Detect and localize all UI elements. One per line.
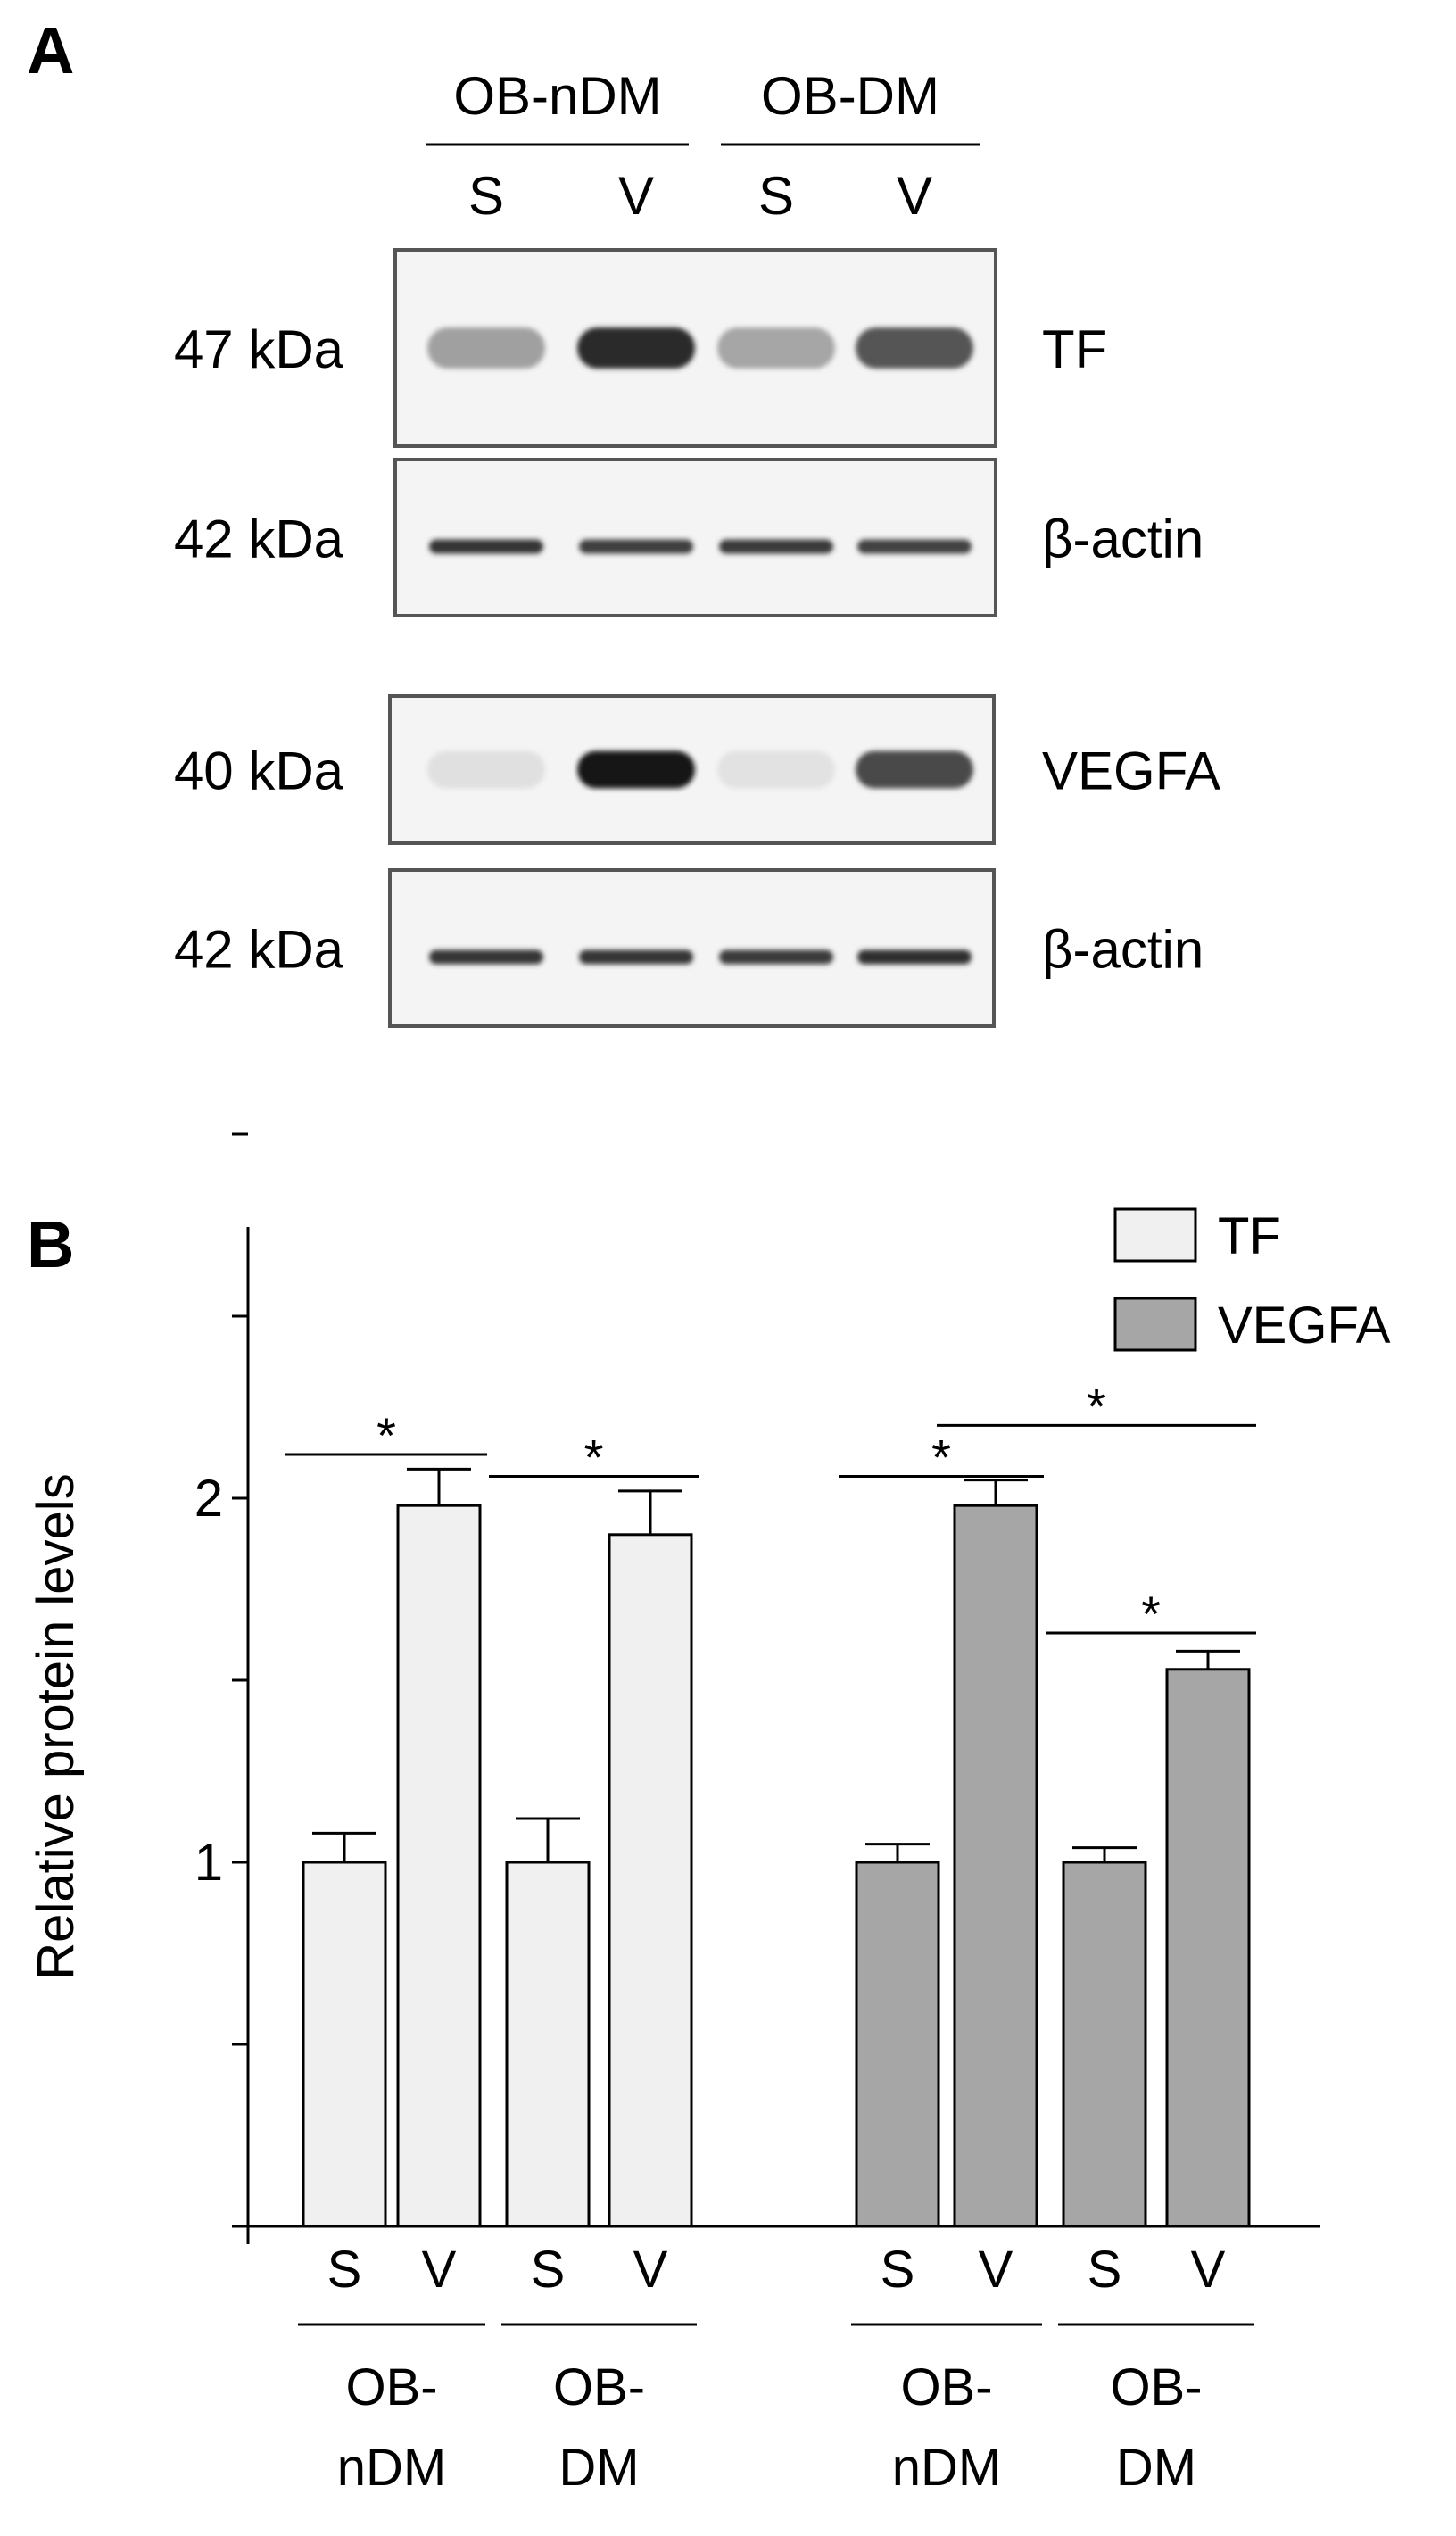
- bar-label: V: [1191, 2241, 1226, 2299]
- bar: [1165, 1668, 1251, 2228]
- band: [427, 750, 545, 789]
- bar-label: V: [633, 2241, 668, 2299]
- protein-label: VEGFA: [1042, 742, 1220, 801]
- band: [429, 949, 543, 965]
- bar: [855, 1861, 940, 2228]
- legend: TF VEGFA: [1113, 1207, 1391, 1355]
- bar-label: V: [979, 2241, 1013, 2299]
- bar: [396, 1504, 482, 2228]
- significance-star: *: [584, 1430, 604, 1486]
- lane-label: S: [758, 166, 794, 226]
- band: [857, 539, 972, 554]
- blot-frame: [388, 868, 996, 1028]
- band: [577, 327, 695, 369]
- western-blots: 47 kDa TF 42 kDa β-actin 40 kDa VEGFA 42 kDa β-…: [174, 248, 1220, 1028]
- group-label: OB-DM: [761, 66, 939, 126]
- group-label-line1: OB-: [900, 2358, 992, 2416]
- protein-label: TF: [1042, 319, 1107, 379]
- legend-swatch: [1113, 1207, 1197, 1263]
- legend-swatch: [1113, 1297, 1197, 1352]
- bar: [302, 1861, 387, 2228]
- significance-star: *: [931, 1430, 951, 1486]
- bar-label: V: [422, 2241, 457, 2299]
- legend-label: VEGFA: [1218, 1297, 1391, 1355]
- band: [577, 750, 695, 789]
- bar-label: S: [1088, 2241, 1122, 2299]
- group-label-line1: OB-: [553, 2358, 645, 2416]
- blot-lane-headers: OB-nDM S V OB-DM S V: [426, 66, 980, 226]
- bar-chart: 1 2 Relative protein levels S V S V S V S V OB-nDM O…: [27, 1132, 1391, 2497]
- band: [429, 539, 543, 554]
- bar: [953, 1504, 1038, 2228]
- group-label-line2: nDM: [337, 2439, 446, 2497]
- molecular-weight-label: 40 kDa: [174, 742, 344, 801]
- y-tick-label: 1: [194, 1834, 223, 1892]
- band: [579, 539, 693, 554]
- group-label-line2: DM: [1116, 2439, 1196, 2497]
- molecular-weight-label: 42 kDa: [174, 510, 344, 569]
- significance-star: *: [1087, 1378, 1106, 1434]
- band: [427, 327, 545, 369]
- band: [717, 750, 835, 789]
- lane-label: S: [468, 166, 504, 226]
- blot-1: 42 kDa β-actin: [174, 458, 1204, 617]
- y-tick-label: 2: [194, 1470, 223, 1528]
- bar-label: S: [327, 2241, 362, 2299]
- group-label-line1: OB-: [1110, 2358, 1202, 2416]
- band: [579, 949, 693, 965]
- band: [856, 750, 973, 789]
- band: [717, 327, 835, 369]
- band: [719, 539, 833, 554]
- bar-label: S: [531, 2241, 566, 2299]
- significance-star: *: [376, 1407, 396, 1463]
- blot-3: 42 kDa β-actin: [174, 868, 1204, 1028]
- legend-label: TF: [1218, 1207, 1281, 1265]
- protein-label: β-actin: [1042, 920, 1204, 980]
- bar: [505, 1861, 591, 2228]
- bar: [608, 1533, 693, 2228]
- group-label: OB-nDM: [453, 66, 661, 126]
- group-label-line2: DM: [558, 2439, 639, 2497]
- group-label-line1: OB-: [345, 2358, 437, 2416]
- blot-0: 47 kDa TF: [174, 248, 1107, 448]
- band: [856, 327, 973, 369]
- group-label-line2: nDM: [892, 2439, 1001, 2497]
- band: [857, 949, 972, 965]
- lane-label: V: [897, 166, 932, 226]
- bar: [1062, 1861, 1147, 2228]
- blot-2: 40 kDa VEGFA: [174, 694, 1220, 845]
- molecular-weight-label: 42 kDa: [174, 920, 344, 980]
- y-axis-label: Relative protein levels: [27, 1473, 85, 1979]
- molecular-weight-label: 47 kDa: [174, 319, 344, 379]
- lane-label: V: [618, 166, 654, 226]
- panel-b-letter: B: [27, 1207, 74, 1281]
- bar-label: S: [881, 2241, 915, 2299]
- blot-frame: [393, 458, 997, 617]
- band: [719, 949, 833, 965]
- significance-star: *: [1141, 1586, 1161, 1642]
- protein-label: β-actin: [1042, 510, 1204, 569]
- panel-a-letter: A: [27, 13, 74, 87]
